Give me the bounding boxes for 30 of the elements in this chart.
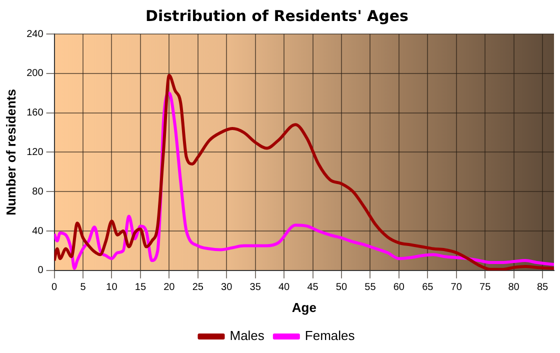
x-tick-label: 30 — [221, 282, 233, 294]
y-tick-label: 80 — [32, 186, 44, 198]
x-tick-label: 0 — [52, 282, 58, 294]
legend-label: Females — [304, 328, 356, 344]
x-tick-label: 20 — [164, 282, 176, 294]
x-tick-label: 40 — [278, 282, 290, 294]
x-tick-label: 25 — [192, 282, 204, 294]
y-tick-label: 40 — [32, 226, 44, 237]
x-tick-label: 80 — [508, 282, 520, 294]
y-tick-label: 120 — [26, 146, 44, 158]
x-tick-label: 55 — [364, 282, 376, 294]
x-tick-label: 15 — [134, 282, 146, 294]
y-tick-label: 0 — [38, 265, 44, 276]
x-tick-label: 50 — [336, 282, 348, 294]
y-axis-title: Number of residents — [3, 88, 18, 216]
x-tick-label: 60 — [393, 282, 405, 294]
x-tick-label: 70 — [450, 282, 462, 294]
x-tick-label: 85 — [536, 282, 549, 294]
x-tick-label: 45 — [307, 282, 319, 294]
x-tick-label: 75 — [480, 282, 492, 294]
y-tick-label: 240 — [26, 28, 44, 40]
x-tick-label: 10 — [106, 282, 118, 294]
y-tick-label: 160 — [26, 108, 44, 119]
x-tick-label: 65 — [422, 282, 434, 294]
legend-label: Males — [230, 328, 265, 344]
y-tick-label: 200 — [26, 68, 44, 80]
x-tick-label: 5 — [80, 282, 86, 294]
chart-title: Distribution of Residents' Ages — [146, 6, 409, 25]
x-tick-label: 35 — [250, 282, 262, 294]
x-axis-title: Age — [292, 300, 316, 315]
